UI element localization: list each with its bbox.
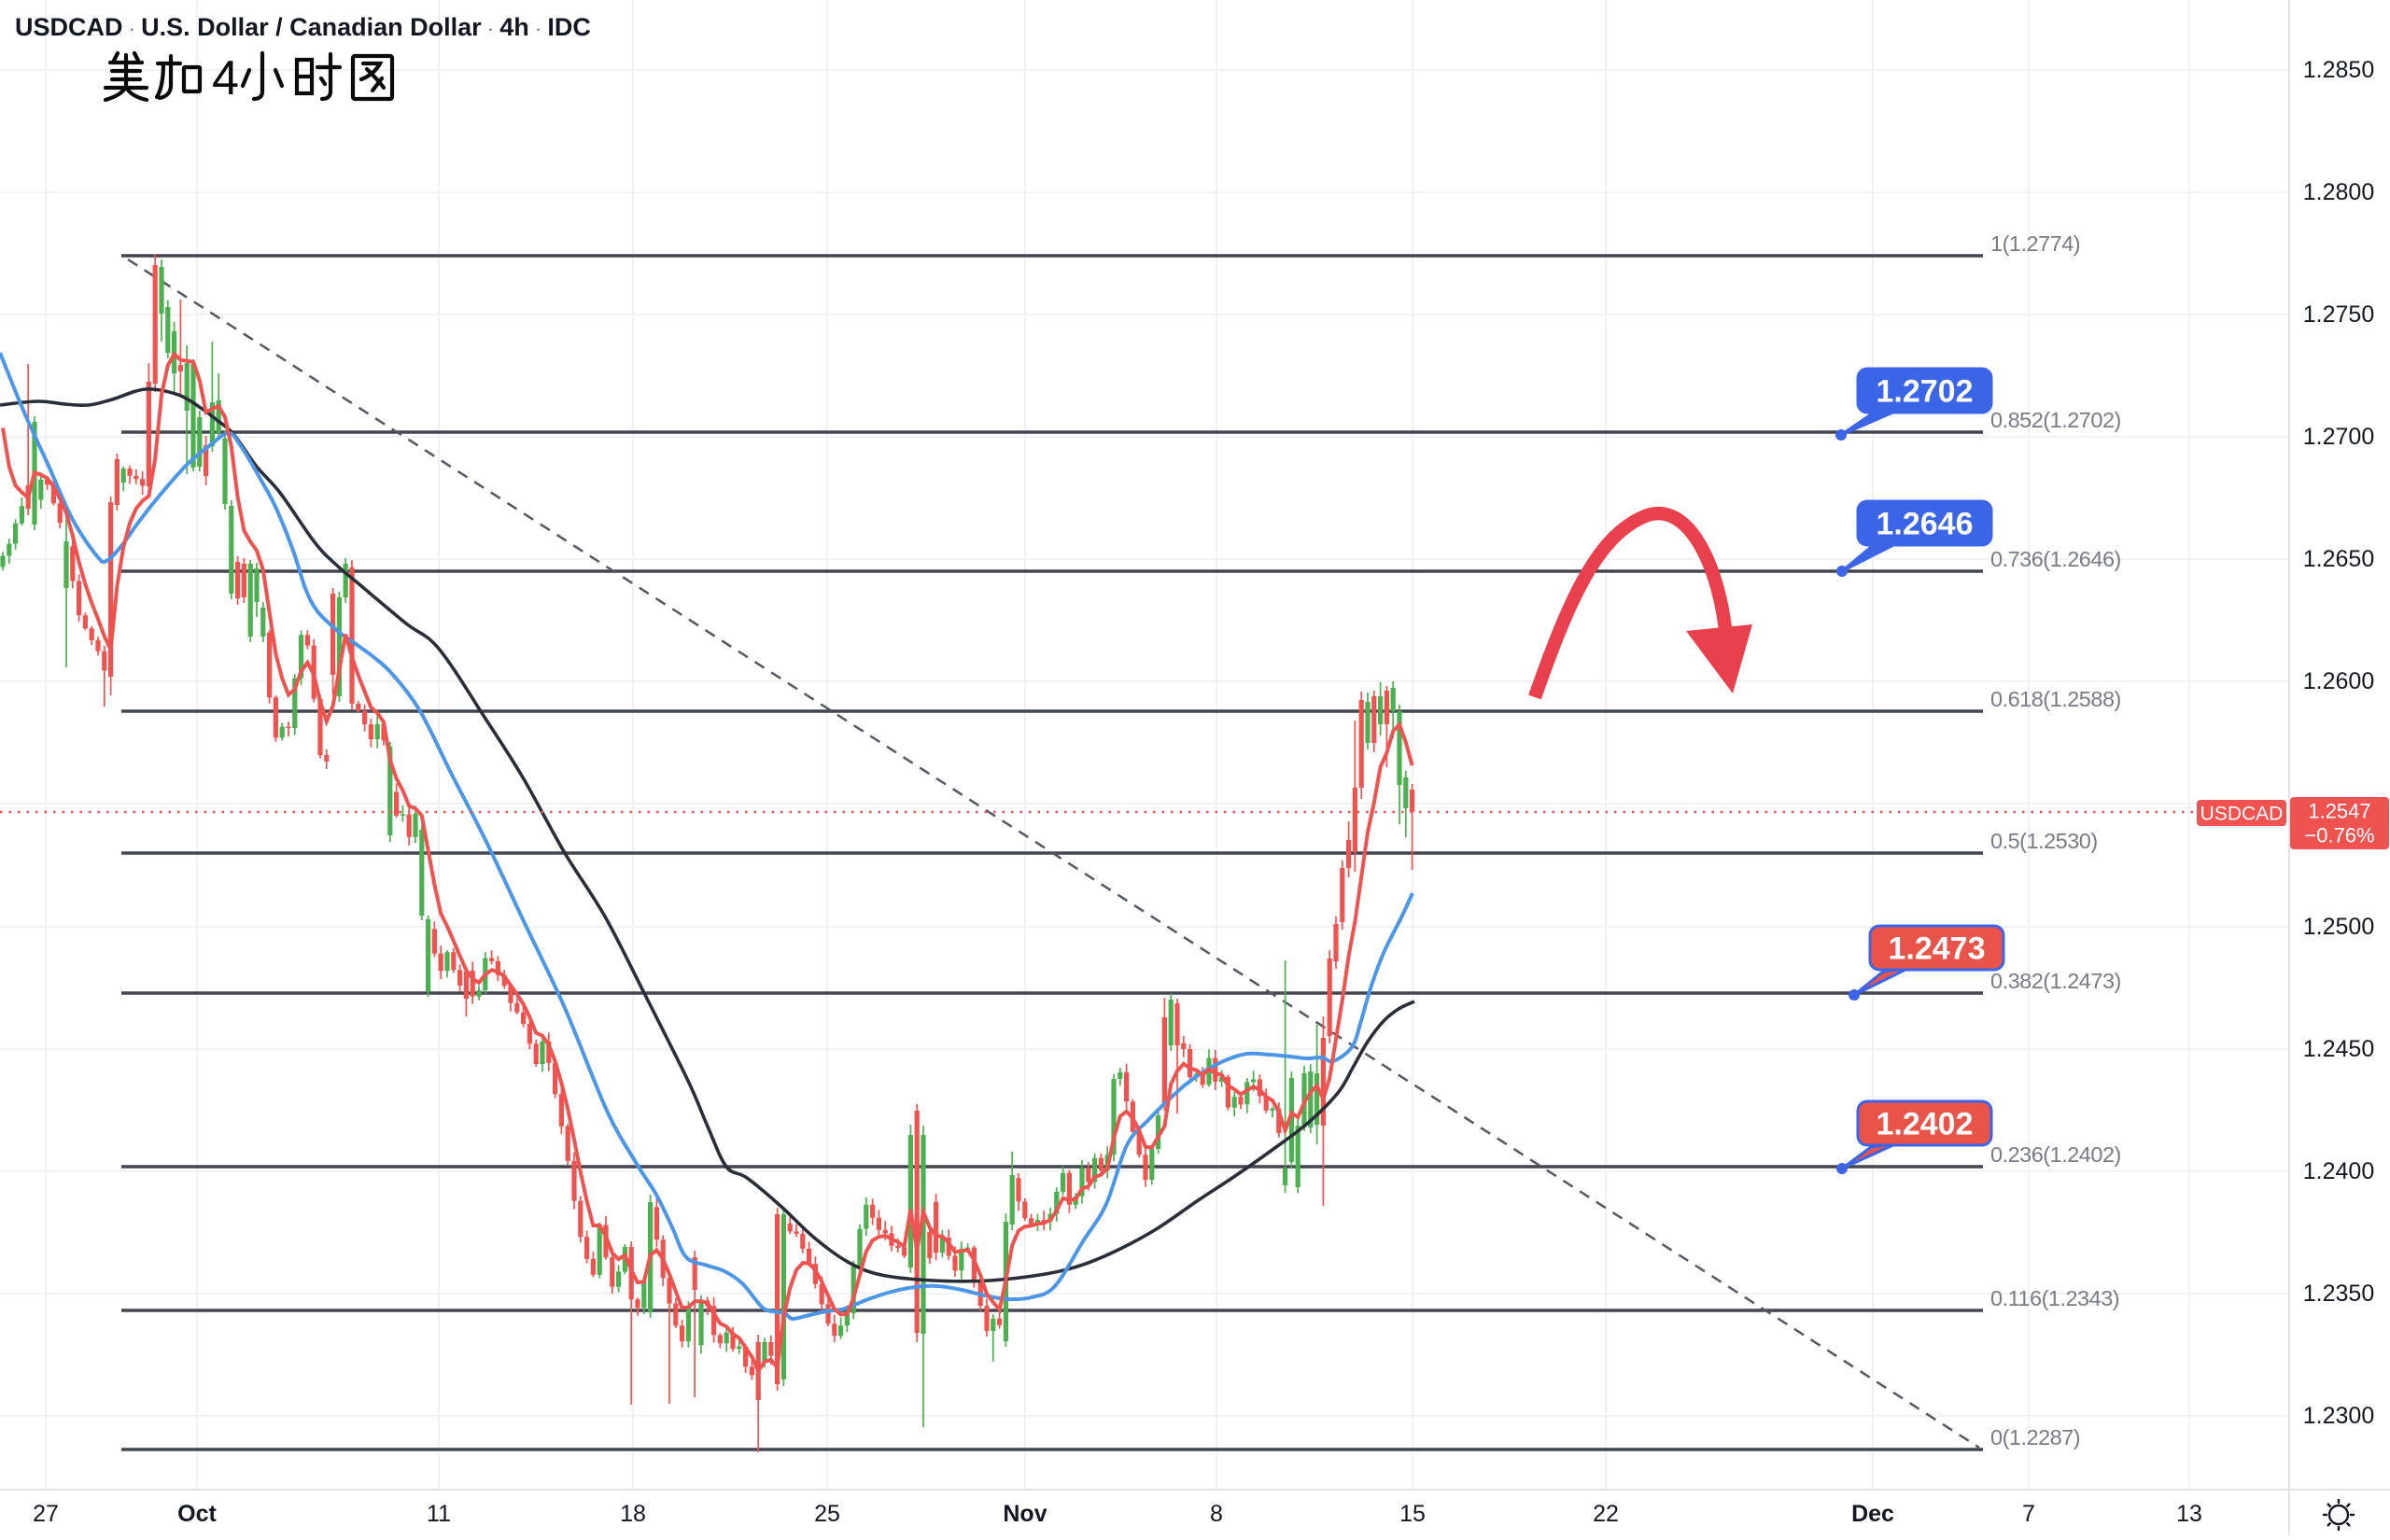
svg-text:0.382(1.2473): 0.382(1.2473) — [1990, 969, 2121, 993]
svg-text:1.2402: 1.2402 — [1877, 1107, 1974, 1142]
svg-text:1(1.2774): 1(1.2774) — [1990, 231, 2080, 256]
svg-text:18: 18 — [620, 1501, 646, 1527]
svg-text:1.2547: 1.2547 — [2308, 800, 2370, 823]
svg-text:27: 27 — [33, 1501, 59, 1527]
svg-text:USDCAD · U.S. Dollar / Canadia: USDCAD · U.S. Dollar / Canadian Dollar ·… — [15, 13, 591, 41]
svg-text:Oct: Oct — [177, 1501, 217, 1527]
svg-text:11: 11 — [427, 1501, 451, 1527]
svg-text:Nov: Nov — [1003, 1501, 1047, 1527]
svg-text:1.2473: 1.2473 — [1889, 931, 1986, 967]
svg-text:1.2500: 1.2500 — [2303, 914, 2374, 940]
svg-text:1.2350: 1.2350 — [2303, 1281, 2374, 1307]
svg-text:1.2600: 1.2600 — [2303, 668, 2374, 694]
svg-text:0.736(1.2646): 0.736(1.2646) — [1990, 547, 2121, 571]
svg-text:1.2800: 1.2800 — [2303, 179, 2374, 205]
svg-text:0.5(1.2530): 0.5(1.2530) — [1990, 829, 2098, 853]
svg-text:USDCAD: USDCAD — [2200, 804, 2284, 825]
svg-text:1.2650: 1.2650 — [2303, 546, 2374, 572]
svg-text:0(1.2287): 0(1.2287) — [1990, 1425, 2080, 1449]
svg-text:13: 13 — [2176, 1501, 2202, 1527]
svg-text:1.2702: 1.2702 — [1877, 374, 1974, 410]
svg-text:0.236(1.2402): 0.236(1.2402) — [1990, 1142, 2121, 1167]
svg-text:4: 4 — [212, 51, 239, 105]
svg-text:7: 7 — [2022, 1501, 2035, 1527]
svg-text:1.2700: 1.2700 — [2303, 424, 2374, 450]
svg-text:0.116(1.2343): 0.116(1.2343) — [1990, 1286, 2119, 1310]
svg-text:1.2300: 1.2300 — [2303, 1403, 2374, 1429]
svg-text:1.2450: 1.2450 — [2303, 1036, 2374, 1062]
svg-text:0.852(1.2702): 0.852(1.2702) — [1990, 408, 2121, 432]
svg-text:1.2850: 1.2850 — [2303, 57, 2374, 83]
svg-text:25: 25 — [814, 1501, 840, 1527]
svg-text:0.618(1.2588): 0.618(1.2588) — [1990, 687, 2121, 711]
svg-text:−0.76%: −0.76% — [2304, 824, 2374, 847]
svg-text:Dec: Dec — [1851, 1501, 1894, 1527]
svg-text:8: 8 — [1210, 1501, 1223, 1527]
svg-text:1.2646: 1.2646 — [1877, 507, 1974, 542]
svg-text:1.2750: 1.2750 — [2303, 301, 2374, 328]
svg-text:15: 15 — [1399, 1501, 1426, 1527]
svg-text:1.2400: 1.2400 — [2303, 1158, 2374, 1184]
svg-text:22: 22 — [1593, 1501, 1619, 1527]
